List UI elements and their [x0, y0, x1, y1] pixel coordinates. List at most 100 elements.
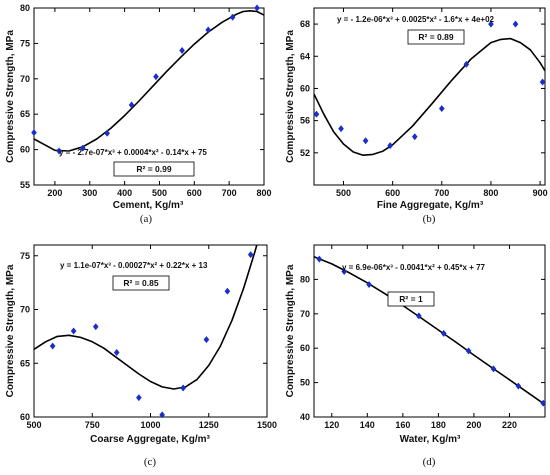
- x-axis-label: Coarse Aggregate, Kg/m³: [90, 434, 210, 445]
- y-tick-label: 60: [300, 83, 310, 93]
- data-point: [159, 411, 166, 419]
- fit-equation: y = - 2.7e-07*x³ + 0.0004*x² - 0.14*x + …: [59, 148, 207, 157]
- r2-value: R² = 1: [399, 294, 423, 304]
- y-axis-label: Compressive Strength, MPa: [285, 30, 296, 163]
- y-tick-label: 70: [20, 305, 30, 315]
- x-tick-label: 750: [85, 420, 100, 430]
- chart-panel-4: 120 140 160 180 200 220 40 50 60 70 80 y = 6.9e-06*…: [285, 244, 547, 468]
- chart-panel-3: 500 750 1000 1250 1500 60 65 70 75 y = 1.1e-07*x³…: [5, 244, 277, 468]
- x-tick-label: 500: [152, 188, 167, 198]
- x-tick-label: 200: [466, 420, 481, 430]
- data-point: [79, 144, 86, 152]
- data-point: [463, 60, 470, 68]
- plot-frame: [313, 7, 546, 186]
- fit-curve: [314, 37, 545, 156]
- data-point: [411, 133, 418, 141]
- data-point: [153, 73, 159, 81]
- x-tick-label: 500: [336, 188, 351, 198]
- x-tick-label: 1500: [257, 420, 277, 430]
- r2-value: R² = 0.89: [418, 32, 453, 42]
- plot-frame: [33, 244, 268, 418]
- data-point: [203, 335, 210, 344]
- y-axis-label: Compressive Strength, MPa: [5, 264, 16, 397]
- x-tick-label: 200: [47, 188, 62, 198]
- x-tick-label: 160: [395, 420, 410, 430]
- r2-box: [387, 291, 435, 307]
- panel-label: (b): [423, 213, 436, 225]
- y-tick-label: 75: [20, 251, 30, 261]
- data-point: [362, 137, 369, 145]
- x-tick-label: 1250: [199, 420, 219, 430]
- y-tick-label: 75: [20, 38, 30, 48]
- data-point: [488, 20, 494, 28]
- data-point: [465, 347, 472, 355]
- data-point: [247, 251, 254, 259]
- data-point: [31, 129, 37, 137]
- data-point: [313, 110, 320, 118]
- r2-box: [407, 29, 465, 45]
- data-point: [49, 342, 56, 350]
- panel-label: (d): [423, 456, 436, 468]
- r2-value: R² = 0.85: [123, 278, 158, 288]
- data-point: [438, 104, 445, 113]
- fit-curve: [34, 245, 258, 390]
- data-point: [341, 267, 348, 276]
- y-axis-label: Compressive Strength, MPa: [5, 30, 16, 163]
- data-point: [490, 365, 497, 373]
- y-axis-label: Compressive Strength, MPa: [285, 264, 296, 397]
- x-axis-label: Fine Aggregate, Kg/m³: [377, 200, 484, 211]
- chart-panel-1: 200 300 400 500 600 700 800 55 60 65 70 75 80 y = - 2…: [5, 3, 272, 225]
- data-point: [56, 147, 62, 155]
- data-point: [515, 382, 522, 390]
- data-point: [205, 26, 212, 34]
- y-tick-label: 52: [300, 148, 310, 158]
- y-tick-label: 80: [300, 274, 310, 284]
- fit-curve: [34, 10, 264, 152]
- y-tick-label: 70: [300, 309, 310, 319]
- x-tick-label: 180: [431, 420, 446, 430]
- data-point: [316, 255, 323, 263]
- data-point: [415, 312, 422, 320]
- data-point: [254, 4, 260, 12]
- data-point: [440, 329, 447, 338]
- y-tick-label: 40: [300, 412, 310, 422]
- r2-box: [113, 161, 195, 177]
- x-tick-label: 800: [483, 188, 498, 198]
- x-tick-label: 700: [222, 188, 237, 198]
- x-tick-label: 140: [360, 420, 375, 430]
- y-tick-label: 60: [300, 343, 310, 353]
- data-point: [229, 13, 236, 21]
- x-tick-label: 120: [324, 420, 339, 430]
- panel-label: (a): [140, 213, 153, 225]
- x-tick-label: 600: [385, 188, 400, 198]
- data-point: [387, 141, 394, 150]
- x-axis-label: Water, Kg/m³: [400, 434, 461, 445]
- data-point: [224, 287, 231, 295]
- y-tick-label: 60: [20, 412, 30, 422]
- x-tick-label: 220: [502, 420, 517, 430]
- data-point: [540, 399, 547, 407]
- y-tick-label: 55: [20, 180, 30, 190]
- fit-equation: y = - 1.2e-06*x³ + 0.0025*x² - 1.6*x + 4…: [337, 15, 495, 24]
- data-point: [366, 280, 372, 289]
- y-tick-label: 64: [300, 51, 310, 61]
- y-tick-label: 70: [20, 74, 30, 84]
- r2-box: [112, 275, 170, 291]
- x-tick-label: 500: [26, 420, 41, 430]
- plot-frame: [33, 7, 265, 186]
- fit-curve: [314, 255, 545, 406]
- data-point: [539, 78, 546, 86]
- r2-value: R² = 0.99: [136, 164, 171, 174]
- data-point: [338, 125, 344, 133]
- fit-equation: y = 1.1e-07*x³ - 0.00027*x² + 0.22*x + 1…: [60, 261, 208, 270]
- fit-equation: y = 6.9e-06*x³ - 0.0041*x² + 0.45*x + 77: [342, 263, 486, 272]
- data-point: [113, 348, 120, 357]
- x-tick-label: 600: [187, 188, 202, 198]
- y-tick-label: 50: [300, 378, 310, 388]
- y-tick-label: 80: [20, 3, 30, 13]
- y-tick-label: 65: [20, 109, 30, 119]
- y-tick-label: 65: [20, 358, 30, 368]
- data-point: [70, 327, 77, 335]
- x-tick-label: 800: [256, 188, 271, 198]
- data-point: [92, 323, 99, 331]
